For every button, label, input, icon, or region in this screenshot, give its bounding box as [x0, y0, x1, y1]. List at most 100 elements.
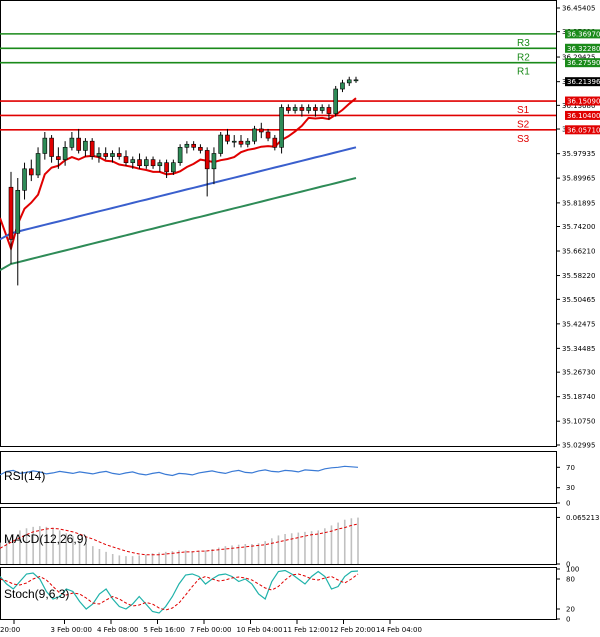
candle-body — [83, 140, 88, 151]
level-price-label: 36.15090 — [567, 98, 600, 106]
candle — [76, 128, 81, 154]
rsi-line — [0, 465, 359, 477]
candle — [69, 131, 75, 151]
price-tick-label: 35.10750 — [562, 418, 595, 426]
candle-body — [340, 82, 345, 90]
candle-body — [130, 159, 136, 163]
candle-body — [143, 159, 149, 167]
price-tick-label: 35.81895 — [562, 199, 595, 207]
candle — [184, 141, 190, 154]
indicator-tick-label: 20 — [566, 606, 575, 614]
candle — [252, 125, 257, 145]
time-axis: 20:00 3 Feb 00:00 4 Feb 08:00 5 Feb 16:00 7 … — [0, 620, 422, 634]
candle — [96, 147, 102, 163]
candle — [130, 156, 136, 169]
current-price-label: 36.21396 — [567, 78, 600, 86]
rsi-line-path — [0, 465, 359, 477]
candle-body — [211, 153, 217, 170]
level-price-label: 36.10400 — [567, 112, 600, 120]
rsi-label: RSI(14) — [4, 469, 45, 483]
candle-body — [326, 107, 332, 114]
stoch-label: Stoch(9,6,3) — [4, 587, 69, 601]
candle — [286, 104, 291, 114]
candle — [326, 104, 332, 120]
moving-average-line — [0, 146, 357, 241]
candle — [306, 104, 311, 114]
time-tick-label: 5 Feb 16:00 — [144, 626, 185, 634]
level-price-tag — [565, 125, 600, 135]
candle — [238, 135, 244, 148]
candle — [62, 141, 68, 166]
candle-body — [313, 107, 318, 111]
level-price-label: 36.05710 — [567, 126, 600, 134]
level-name-s1: S1 — [517, 105, 530, 116]
candle — [245, 138, 251, 148]
pivot-levels: R3 R2 R1 S1 S2 S3 — [0, 33, 556, 145]
candle — [22, 162, 27, 200]
candle — [177, 144, 183, 166]
time-tick-label: 10 Feb 04:00 — [237, 626, 283, 634]
candle-body — [265, 131, 271, 139]
price-tick-label: 36.45405 — [562, 5, 595, 13]
candle-body — [103, 153, 109, 157]
candle — [42, 131, 48, 160]
candle — [231, 135, 237, 148]
price-tick-label: 35.18740 — [562, 393, 595, 401]
candle — [164, 159, 169, 179]
candle-body — [62, 147, 68, 160]
candle-body — [137, 159, 142, 167]
indicator-tick-label: 0 — [566, 616, 570, 624]
indicator-tick-label: 0 — [566, 500, 570, 508]
price-tick-label: 35.74200 — [562, 223, 595, 231]
candle-body — [15, 189, 21, 234]
price-tick-label: 35.89965 — [562, 175, 595, 183]
time-tick-label: 4 Feb 08:00 — [97, 626, 138, 634]
level-price-label: 36.32280 — [567, 45, 600, 53]
candle-body — [218, 134, 224, 154]
candle-body — [157, 162, 163, 167]
candle-body — [272, 137, 278, 148]
candle-body — [306, 107, 311, 111]
candle-body — [231, 140, 237, 143]
stochastic-lines — [0, 569, 359, 614]
candle-body — [353, 79, 359, 82]
candle-body — [35, 153, 41, 176]
candle — [150, 156, 156, 169]
candle-body — [76, 137, 81, 151]
time-tick-label: 11 Feb 12:00 — [283, 626, 329, 634]
price-tick-label: 35.42475 — [562, 320, 595, 328]
candle — [346, 76, 352, 86]
level-price-tag — [565, 58, 600, 68]
rsi-pane — [0, 451, 557, 504]
candle-body — [319, 107, 325, 111]
candle — [218, 131, 224, 157]
candle-body — [252, 128, 257, 142]
candle-body — [69, 137, 75, 148]
price-tick-label: 35.66210 — [562, 248, 595, 256]
candle-body — [116, 153, 122, 157]
price-tick-label: 35.58220 — [562, 272, 595, 280]
price-tick-label: 36.29425 — [562, 54, 595, 62]
candle — [157, 159, 163, 172]
candle — [225, 128, 230, 145]
candle — [8, 171, 14, 264]
price-tick-label: 35.34485 — [562, 345, 595, 353]
candle-body — [225, 134, 230, 142]
candle-body — [164, 162, 169, 173]
time-tick-label: 12 Feb 20:00 — [330, 626, 376, 634]
candle-body — [8, 186, 14, 240]
candle — [35, 147, 41, 179]
candle — [89, 138, 95, 160]
candle-body — [299, 107, 305, 111]
macd-signal-line — [0, 523, 359, 556]
level-price-label: 36.27590 — [567, 59, 600, 67]
indicator-tick-label: 0 — [566, 561, 570, 569]
candle — [83, 138, 88, 157]
price-axis: 36.4540536.3769036.2942536.2139636.13680… — [556, 5, 600, 450]
candle — [353, 76, 359, 83]
candle — [258, 122, 264, 139]
candle-body — [292, 107, 298, 111]
candle — [123, 150, 129, 166]
